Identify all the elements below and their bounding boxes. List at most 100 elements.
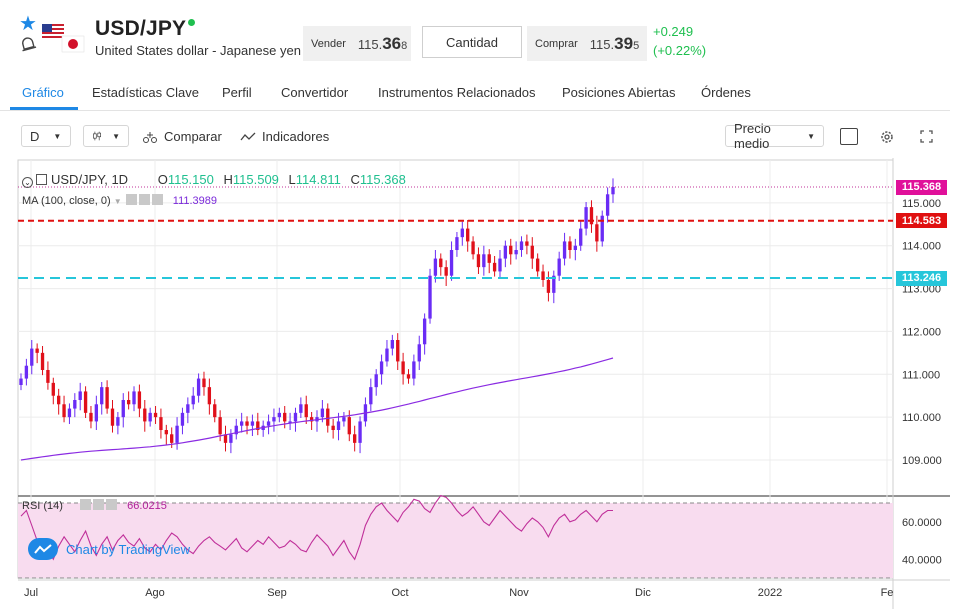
time-tick-2: Sep — [267, 587, 287, 599]
candle-body — [170, 434, 174, 443]
tab-instrumentos-relacionados[interactable]: Instrumentos Relacionados — [378, 85, 536, 100]
candle-body — [229, 434, 233, 443]
candle-body — [412, 361, 416, 379]
candle-body — [143, 408, 147, 422]
sell-price: 115.368 — [357, 33, 408, 53]
price-tick-0: 115.000 — [902, 198, 941, 210]
tab-ordenes[interactable]: Órdenes — [701, 85, 751, 100]
eye-icon[interactable] — [80, 499, 92, 510]
fullscreen-icon[interactable] — [920, 130, 933, 143]
time-tick-5: Dic — [635, 587, 651, 599]
candle-body — [379, 361, 384, 375]
candle-body — [487, 254, 491, 263]
chevron-down-icon: ▼ — [53, 131, 62, 141]
legend-high: 115.509 — [232, 172, 279, 187]
candle-body — [245, 421, 249, 426]
checkbox-icon[interactable] — [840, 128, 858, 145]
compare-icon — [143, 131, 157, 143]
red-line-price-tag: 114.583 — [896, 213, 947, 229]
gear-icon[interactable] — [879, 129, 895, 145]
eye-icon[interactable] — [125, 194, 137, 205]
close-icon[interactable] — [106, 499, 118, 510]
tab-grafico[interactable]: Gráfico — [22, 85, 64, 100]
candle-body — [611, 187, 615, 195]
indicators-button[interactable]: Indicadores — [240, 129, 329, 144]
candle-body — [272, 417, 276, 422]
chart-toolbar: D ▼ ▼ Comparar Indicadores Precio medio ▼ — [0, 120, 950, 154]
candle-body — [498, 258, 502, 272]
moving-average-line — [20, 357, 614, 461]
candle-body — [406, 374, 411, 379]
buy-label: Comprar — [535, 37, 578, 50]
candle-body — [342, 417, 346, 422]
candle-body — [476, 254, 481, 268]
settings-icon[interactable] — [138, 194, 150, 205]
symbol-description: United States dollar - Japanese yen — [95, 43, 301, 58]
quantity-field[interactable]: Cantidad — [422, 26, 522, 58]
buy-button[interactable]: Comprar 115.395 — [527, 26, 647, 61]
candle-body — [277, 412, 281, 418]
candle-body — [191, 395, 195, 405]
candle-body — [67, 408, 72, 418]
chart-type-select[interactable]: ▼ — [83, 125, 129, 147]
rsi-value: 66.0215 — [127, 500, 167, 512]
star-icon[interactable]: ★ — [19, 13, 37, 35]
tab-posiciones-abiertas[interactable]: Posiciones Abiertas — [562, 85, 676, 100]
candle-body — [73, 400, 77, 409]
candle-body — [347, 417, 351, 435]
candle-body — [422, 318, 427, 345]
candle-body — [460, 228, 464, 238]
close-icon[interactable] — [151, 194, 163, 205]
candle-body — [546, 280, 551, 293]
candle-body — [573, 245, 577, 250]
candle-body — [385, 348, 389, 362]
tradingview-watermark[interactable]: Chart by TradingView — [28, 538, 190, 560]
market-open-status-dot — [188, 19, 195, 26]
candle-body — [369, 387, 373, 405]
price-chart[interactable]: Jul Ago Sep Oct Nov Dic 2022 Fe 115.000 114.000 11… — [0, 158, 950, 609]
candle-body — [234, 425, 238, 435]
candle-body — [180, 412, 185, 426]
candle-body — [482, 254, 486, 268]
candle-body — [568, 241, 572, 250]
candle-body — [105, 387, 109, 409]
tab-perfil[interactable]: Perfil — [222, 85, 252, 100]
compare-label: Comparar — [164, 129, 222, 144]
candle-body — [57, 395, 61, 405]
candle-body — [600, 215, 604, 242]
chevron-down-icon: ▼ — [112, 131, 120, 141]
time-tick-1: Ago — [145, 587, 165, 599]
candle-body — [401, 361, 405, 375]
rsi-legend: RSI (14) 66.0215 — [22, 499, 167, 512]
active-tab-indicator — [10, 107, 78, 110]
price-mode-select[interactable]: Precio medio ▼ — [725, 121, 824, 151]
tab-convertidor[interactable]: Convertidor — [281, 85, 349, 100]
legend-c-label: C — [350, 172, 360, 187]
watermark-text: Chart by TradingView — [66, 541, 191, 557]
candle-body — [186, 404, 190, 413]
sell-button[interactable]: Vender 115.368 — [303, 26, 411, 61]
candle-body — [207, 387, 212, 405]
chevron-down-icon[interactable]: ▼ — [113, 197, 122, 206]
price-change: +0.249 (+0.22%) — [653, 22, 706, 60]
candle-body — [503, 245, 508, 259]
candle-body — [535, 258, 540, 272]
candle-body — [320, 408, 325, 418]
tab-estadisticas-clave[interactable]: Estadísticas Clave — [92, 85, 199, 100]
candle-body — [89, 412, 93, 422]
instrument-header: ★ USD/JPY United States dollar - Japanes… — [0, 0, 964, 72]
settings-icon[interactable] — [93, 499, 105, 510]
candle-body — [439, 258, 443, 268]
price-tick-5: 110.000 — [902, 412, 941, 424]
candle-body — [35, 348, 39, 353]
collapse-icon[interactable]: ⌄ — [22, 177, 33, 188]
bell-icon[interactable] — [19, 36, 37, 52]
candle-body — [250, 421, 255, 426]
compare-button[interactable]: Comparar — [142, 129, 222, 144]
rsi-tick-1: 40.0000 — [902, 554, 942, 566]
legend-symbol: USD/JPY, 1D — [51, 172, 129, 187]
candle-body — [121, 400, 125, 418]
candle-body — [94, 404, 99, 422]
candle-body — [541, 271, 545, 280]
interval-select[interactable]: D ▼ — [21, 125, 71, 147]
